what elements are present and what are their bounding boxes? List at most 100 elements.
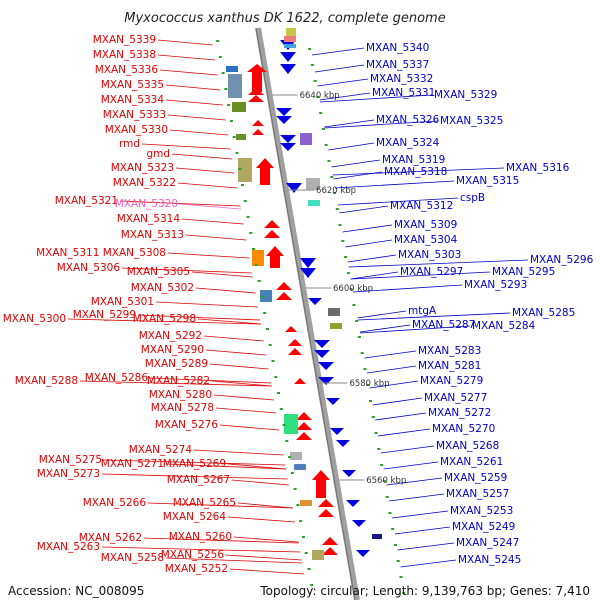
gene-label-left[interactable]: MXAN_5302 xyxy=(131,282,194,294)
gene-arrow-down[interactable] xyxy=(336,440,350,447)
gene-label-left[interactable]: MXAN_5278 xyxy=(151,402,214,414)
gene-arrow-down[interactable] xyxy=(346,500,360,507)
gene-label-left[interactable]: MXAN_5266 xyxy=(83,497,147,509)
gene-label-left[interactable]: MXAN_5330 xyxy=(105,124,168,136)
gene-arrow-down[interactable] xyxy=(326,398,340,405)
gene-label-right[interactable]: MXAN_5287 xyxy=(412,319,475,331)
domain-block[interactable] xyxy=(226,66,238,72)
domain-block[interactable] xyxy=(232,102,246,112)
gene-label-left[interactable]: rmd xyxy=(119,138,140,150)
gene-label-left[interactable]: MXAN_5311 MXAN_5308 xyxy=(36,247,166,259)
domain-block[interactable] xyxy=(286,28,296,36)
gene-label-left[interactable]: MXAN_5271 xyxy=(101,458,164,470)
gene-label-right[interactable]: MXAN_5245 xyxy=(458,554,521,566)
gene-arrow-up[interactable] xyxy=(322,547,338,555)
gene-label-right[interactable]: MXAN_5319 xyxy=(382,154,445,166)
gene-arrow-down[interactable] xyxy=(286,183,302,193)
gene-label-left[interactable]: MXAN_5273 xyxy=(37,468,100,480)
gene-label-left[interactable]: MXAN_5301 xyxy=(91,296,154,308)
gene-arrow-up[interactable] xyxy=(252,120,264,126)
gene-label-right[interactable]: MXAN_5249 xyxy=(452,521,515,533)
gene-label-right[interactable]: MXAN_5340 xyxy=(366,42,429,54)
gene-label-right[interactable]: MXAN_5315 xyxy=(456,175,519,187)
gene-arrow-up[interactable] xyxy=(285,326,297,332)
gene-label-right[interactable]: MXAN_5329 xyxy=(434,89,497,101)
gene-arrow-up[interactable] xyxy=(264,220,280,228)
gene-label-right[interactable]: MXAN_5281 xyxy=(418,360,481,372)
gene-arrow-down[interactable] xyxy=(352,520,366,527)
gene-arrow-down[interactable] xyxy=(308,298,322,305)
gene-arrow-up[interactable] xyxy=(296,432,312,440)
gene-arrow-up[interactable] xyxy=(296,412,312,420)
gene-arrow-down[interactable] xyxy=(300,268,316,278)
gene-arrow-up[interactable] xyxy=(276,282,292,290)
gene-arrow-up[interactable] xyxy=(266,246,284,268)
gene-label-left[interactable]: MXAN_5269 xyxy=(163,458,226,470)
gene-label-left[interactable]: MXAN_5265 xyxy=(173,497,236,509)
gene-label-right[interactable]: MXAN_5257 xyxy=(446,488,509,500)
gene-label-left[interactable]: MXAN_5274 xyxy=(129,444,193,456)
domain-block[interactable] xyxy=(236,134,246,140)
gene-arrow-down[interactable] xyxy=(280,64,296,74)
gene-label-left[interactable]: MXAN_5321 xyxy=(55,195,118,207)
gene-label-left[interactable]: MXAN_5292 xyxy=(139,330,202,342)
gene-arrow-down[interactable] xyxy=(300,258,316,268)
domain-block[interactable] xyxy=(284,36,296,42)
gene-label-left[interactable]: MXAN_5276 xyxy=(155,419,219,431)
gene-label-right[interactable]: MXAN_5332 xyxy=(370,73,433,85)
gene-arrow-up[interactable] xyxy=(256,158,274,185)
gene-arrow-up[interactable] xyxy=(322,537,338,545)
gene-arrow-up[interactable] xyxy=(318,499,334,507)
gene-label-right[interactable]: MXAN_5309 xyxy=(394,219,457,231)
gene-label-left[interactable]: MXAN_5275 xyxy=(39,454,102,466)
domain-block[interactable] xyxy=(330,323,342,329)
gene-label-right[interactable]: MXAN_5293 xyxy=(464,279,527,291)
gene-label-right[interactable]: MXAN_5253 xyxy=(450,505,513,517)
gene-label-left[interactable]: MXAN_5335 xyxy=(101,79,164,91)
gene-arrow-down[interactable] xyxy=(318,362,334,370)
domain-block[interactable] xyxy=(294,464,306,470)
gene-arrow-down[interactable] xyxy=(330,428,344,435)
gene-label-left[interactable]: MXAN_5306 xyxy=(57,262,121,274)
gene-label-left[interactable]: MXAN_5262 xyxy=(79,532,142,544)
gene-label-right[interactable]: MXAN_5285 xyxy=(512,307,575,319)
gene-label-left[interactable]: MXAN_5289 xyxy=(145,358,208,370)
gene-arrow-down[interactable] xyxy=(280,135,296,143)
gene-label-right[interactable]: MXAN_5268 xyxy=(436,440,499,452)
gene-arrow-down[interactable] xyxy=(280,52,296,62)
gene-label-left[interactable]: MXAN_5263 xyxy=(37,541,100,553)
gene-arrow-down[interactable] xyxy=(342,470,356,477)
gene-arrow-up[interactable] xyxy=(252,129,264,135)
gene-label-right[interactable]: MXAN_5295 xyxy=(492,266,555,278)
gene-label-left[interactable]: MXAN_5264 xyxy=(163,511,227,523)
domain-block[interactable] xyxy=(284,44,296,48)
gene-arrow-up[interactable] xyxy=(288,339,302,346)
gene-arrow-up[interactable] xyxy=(288,348,302,355)
gene-arrow-up[interactable] xyxy=(248,88,264,95)
gene-label-left[interactable]: MXAN_5338 xyxy=(93,49,156,61)
gene-label-right[interactable]: MXAN_5316 xyxy=(506,162,570,174)
domain-block[interactable] xyxy=(328,308,340,316)
gene-arrow-down[interactable] xyxy=(314,350,330,358)
gene-arrow-up[interactable] xyxy=(264,230,280,238)
gene-label-right[interactable]: MXAN_5337 xyxy=(366,59,429,71)
gene-label-right[interactable]: MXAN_5304 xyxy=(394,234,458,246)
gene-arrow-up[interactable] xyxy=(276,292,292,300)
gene-label-left[interactable]: MXAN_5333 xyxy=(103,109,166,121)
gene-arrow-up[interactable] xyxy=(312,470,330,498)
gene-label-right[interactable]: MXAN_5284 xyxy=(472,320,536,332)
gene-label-left[interactable]: MXAN_5280 xyxy=(149,389,212,401)
gene-label-right[interactable]: cspB xyxy=(460,192,485,204)
gene-label-right[interactable]: MXAN_5331 xyxy=(372,87,435,99)
gene-label-left[interactable]: MXAN_5298 xyxy=(133,313,196,325)
gene-label-left[interactable]: gmd xyxy=(146,148,170,160)
gene-label-right[interactable]: MXAN_5324 xyxy=(376,137,440,149)
gene-label-left[interactable]: MXAN_5286 xyxy=(85,372,149,384)
gene-arrow-down[interactable] xyxy=(318,377,334,385)
gene-arrow-down[interactable] xyxy=(276,108,292,116)
domain-block[interactable] xyxy=(308,200,320,206)
domain-block[interactable] xyxy=(372,534,382,539)
gene-label-right[interactable]: MXAN_5303 xyxy=(398,249,461,261)
gene-label-left[interactable]: MXAN_5258 xyxy=(101,552,164,564)
domain-block[interactable] xyxy=(284,414,298,434)
